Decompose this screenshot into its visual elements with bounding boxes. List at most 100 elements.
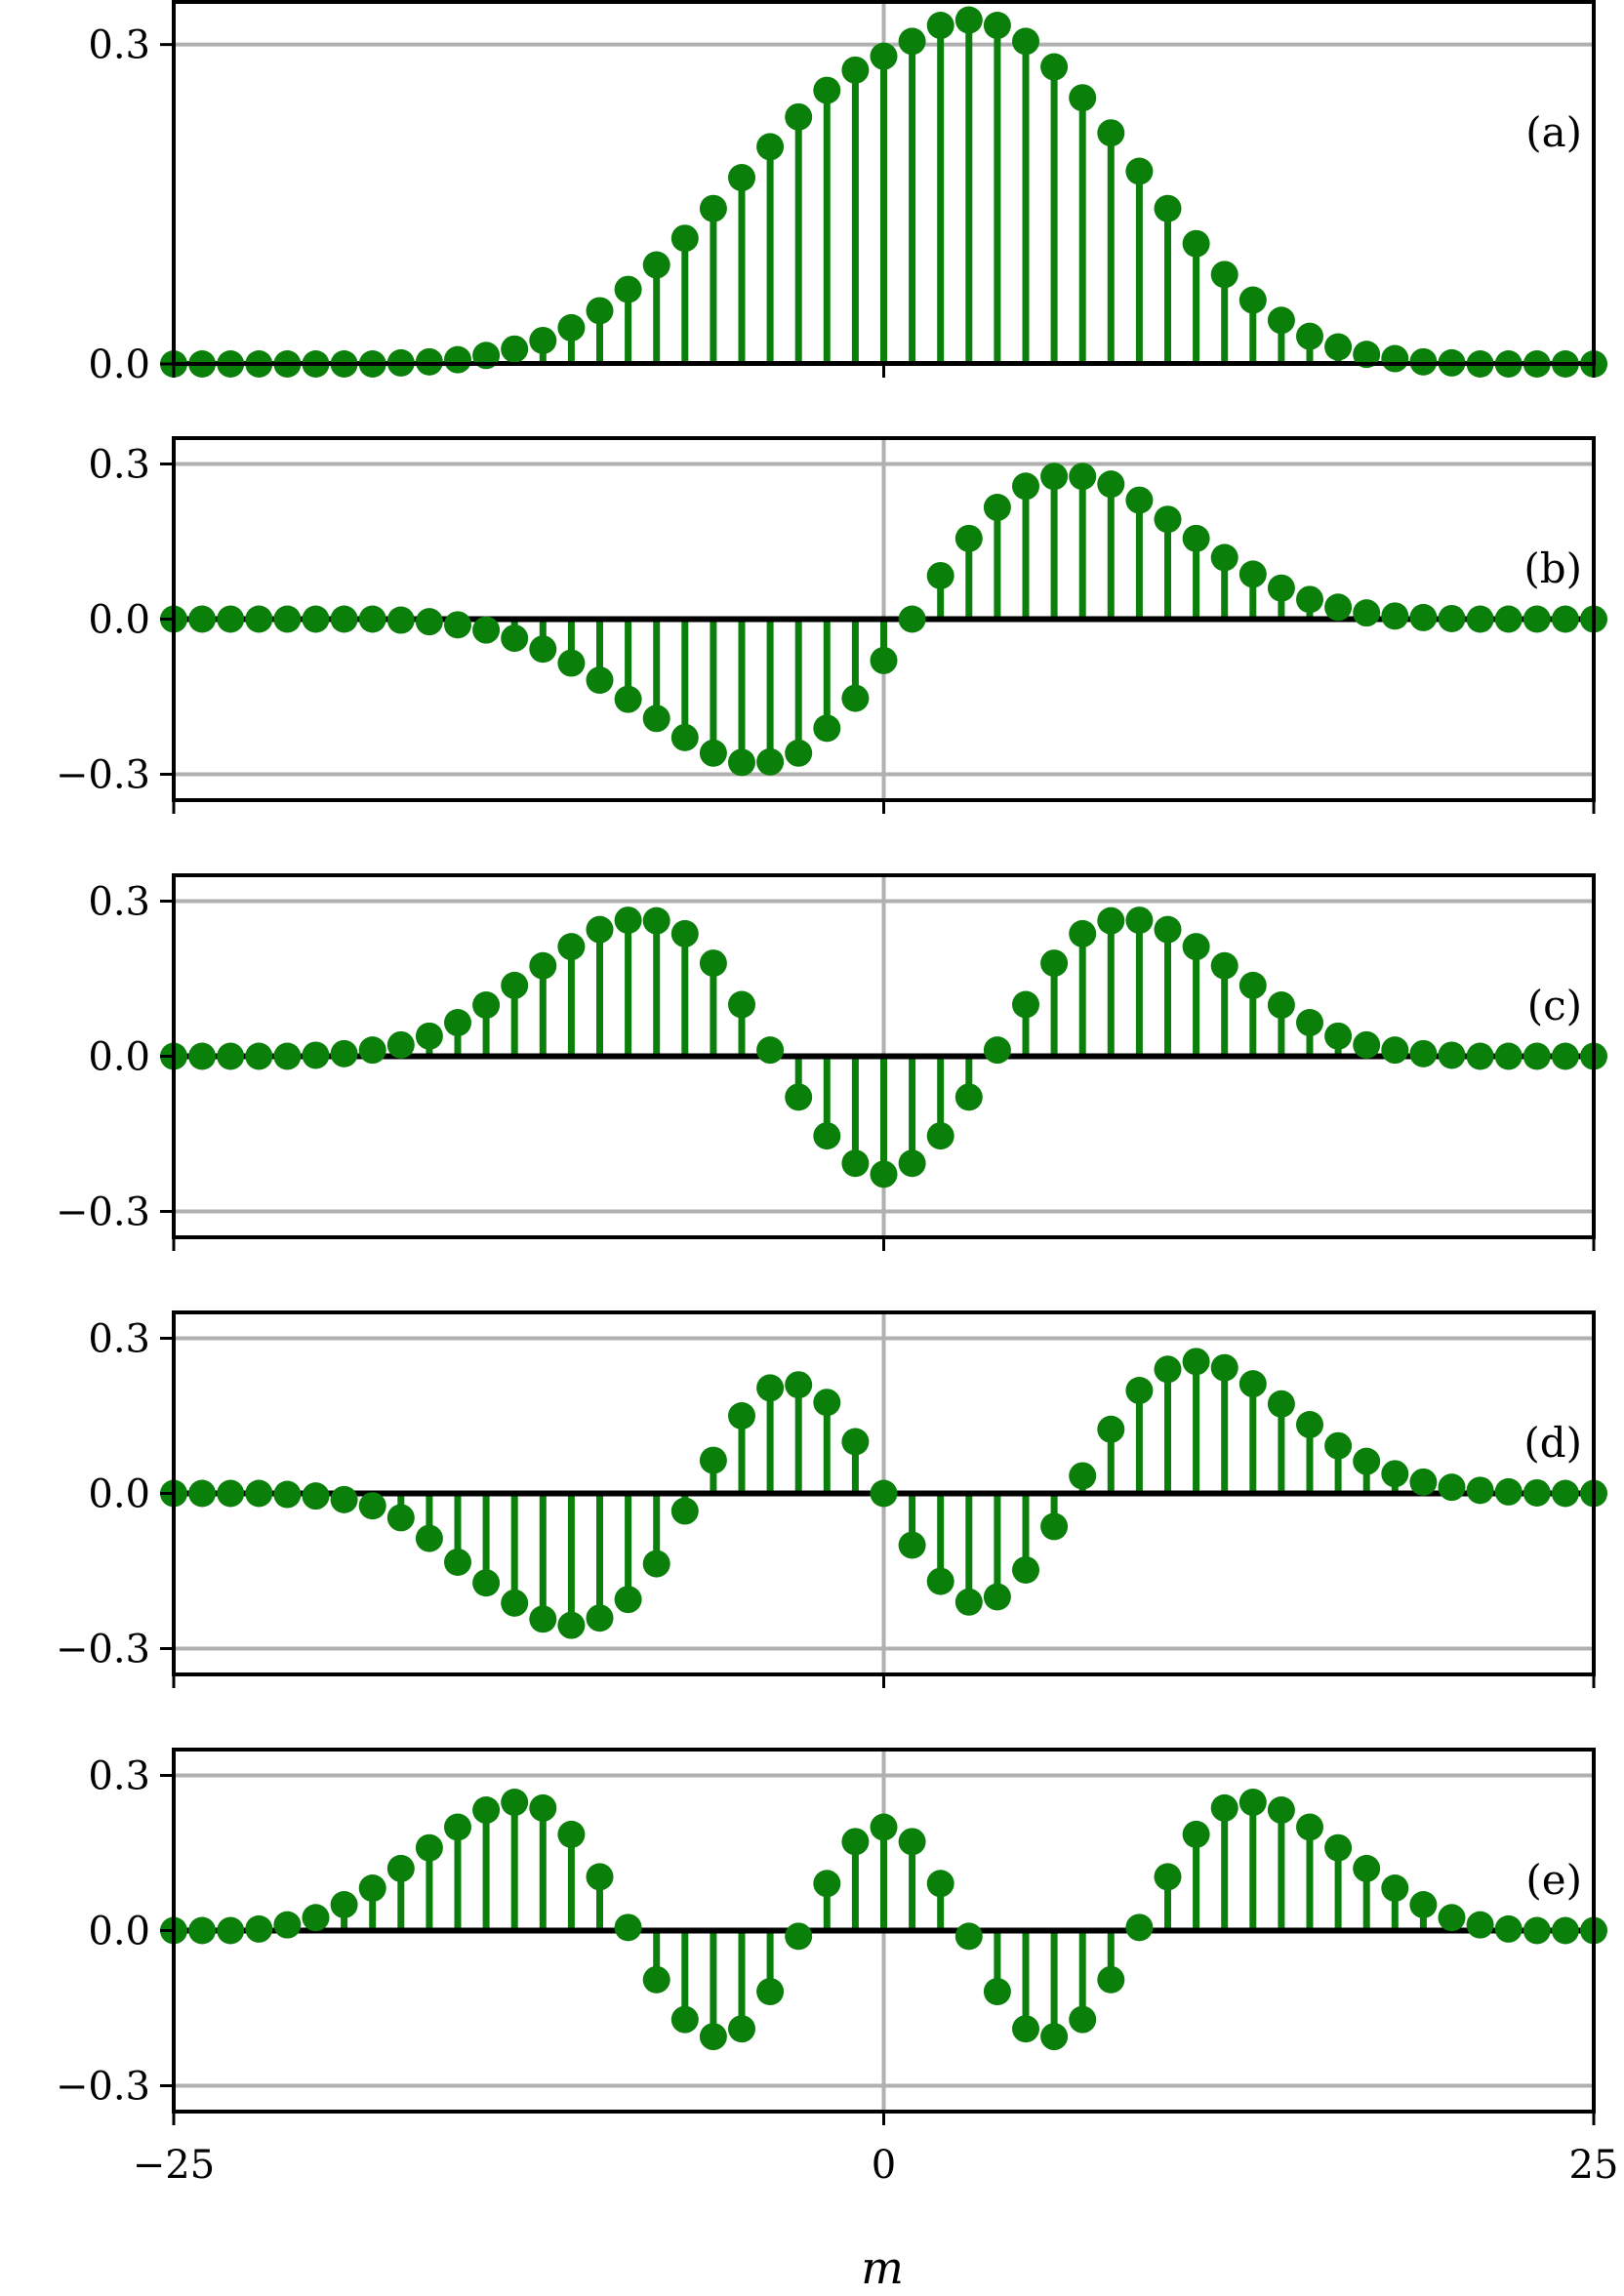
stem-marker <box>1381 602 1409 630</box>
stem-marker <box>245 605 273 633</box>
stem-marker <box>1210 261 1238 289</box>
stem-marker <box>1040 463 1069 491</box>
stem-marker <box>273 1480 302 1509</box>
stem-marker <box>557 649 586 677</box>
stem-marker <box>1438 1041 1466 1069</box>
stem-marker <box>444 1009 471 1037</box>
stem-marker <box>1296 322 1323 350</box>
stem-marker <box>1238 971 1267 999</box>
stem-marker <box>728 164 755 192</box>
stem-marker <box>728 990 755 1019</box>
stem-marker <box>699 194 727 222</box>
stem-marker <box>1182 229 1210 258</box>
stem-marker <box>954 1922 983 1951</box>
stem-marker <box>217 1042 245 1070</box>
stem-marker <box>1012 990 1039 1019</box>
stem-marker <box>813 1870 841 1898</box>
y-tick-label: −0.3 <box>56 753 150 798</box>
stem-marker <box>501 1789 529 1817</box>
stem-marker <box>557 1820 586 1848</box>
stem-marker <box>1353 341 1381 369</box>
stem-marker <box>841 1828 870 1856</box>
stem-marker <box>1353 1447 1381 1475</box>
stem-marker <box>1381 344 1409 373</box>
stem-marker <box>557 933 586 961</box>
stem-marker <box>1154 915 1182 944</box>
stem-marker <box>1125 1377 1154 1405</box>
stem-marker <box>1324 333 1353 361</box>
stem-marker <box>586 666 614 695</box>
stem-marker <box>386 1854 415 1882</box>
stem-marker <box>1494 1042 1522 1070</box>
stem-marker <box>1040 949 1069 978</box>
stem-marker <box>1324 593 1353 622</box>
stem-marker <box>813 1122 841 1150</box>
stem-marker <box>444 345 471 374</box>
x-axis-label: m <box>861 2241 904 2294</box>
stem-marker <box>756 133 785 161</box>
stem-marker <box>1125 157 1154 185</box>
stem-marker <box>728 1402 755 1430</box>
stem-marker <box>1267 1796 1295 1825</box>
panel-label: (c) <box>1527 982 1582 1029</box>
stem-marker <box>841 684 870 712</box>
panel-label: (d) <box>1523 1419 1582 1467</box>
stem-marker <box>1522 1916 1551 1945</box>
stem-marker <box>1353 1030 1381 1059</box>
stem-marker <box>472 1569 501 1597</box>
stem-marker <box>1438 1904 1466 1932</box>
stem-marker <box>330 1485 358 1513</box>
panel-label: (b) <box>1523 544 1582 592</box>
stem-marker <box>1210 1353 1238 1382</box>
stem-marker <box>1494 605 1522 633</box>
stem-marker <box>870 1160 898 1188</box>
stem-marker <box>1353 1854 1381 1882</box>
stem-marker <box>330 1039 358 1067</box>
stem-marker <box>954 1083 983 1111</box>
stem-marker <box>586 297 614 325</box>
plot-area <box>174 2 1594 364</box>
stem-marker <box>1466 1911 1494 1939</box>
stem-marker <box>330 605 358 633</box>
stem-marker <box>1296 1411 1323 1439</box>
y-tick-label: 0.3 <box>88 880 150 925</box>
stem-marker <box>415 1524 443 1552</box>
stem-marker <box>529 1605 557 1633</box>
stem-marker <box>1522 1478 1551 1507</box>
stem-marker <box>1097 119 1125 147</box>
stem-marker <box>983 494 1011 522</box>
stem-marker <box>756 1036 785 1065</box>
panel-a: 0.0 0.3 (a) <box>88 0 1607 387</box>
stem-marker <box>358 605 386 633</box>
stem-marker <box>358 1874 386 1903</box>
stem-marker <box>926 1567 954 1595</box>
stem-marker <box>1381 1036 1409 1065</box>
panel-b: −0.3 0.0 0.3 (b) <box>56 436 1607 814</box>
stem-marker <box>1182 1348 1210 1376</box>
stem-marker <box>217 605 245 633</box>
stem-marker <box>557 313 586 342</box>
stem-marker <box>1040 2023 1069 2051</box>
stem-marker <box>1154 1355 1182 1384</box>
stem-marker <box>415 608 443 636</box>
stem-marker <box>386 1504 415 1532</box>
stem-marker <box>870 1813 898 1841</box>
stem-marker <box>670 224 699 253</box>
plot-area <box>174 438 1594 800</box>
stem-marker <box>1154 1863 1182 1891</box>
y-tick-label: 0.0 <box>88 1472 150 1517</box>
y-tick-label: 0.0 <box>88 598 150 643</box>
stem-marker <box>358 1036 386 1065</box>
stem-marker <box>188 1042 217 1070</box>
panels: 0.0 0.3 (a) −0.3 0.0 0.3 (b) −0.3 0.0 0.3 (c) −0.3 0… <box>56 0 1607 2125</box>
stem-marker <box>898 1531 926 1559</box>
stem-marker <box>1182 1820 1210 1848</box>
stem-marker <box>1494 1914 1522 1943</box>
stem-marker <box>1324 1022 1353 1050</box>
stem-marker <box>1069 2005 1097 2034</box>
stem-marker <box>1466 1476 1494 1505</box>
panel-d: −0.3 0.0 0.3 (d) <box>56 1310 1607 1688</box>
stem-marker <box>586 1604 614 1632</box>
stem-marker <box>642 906 670 935</box>
